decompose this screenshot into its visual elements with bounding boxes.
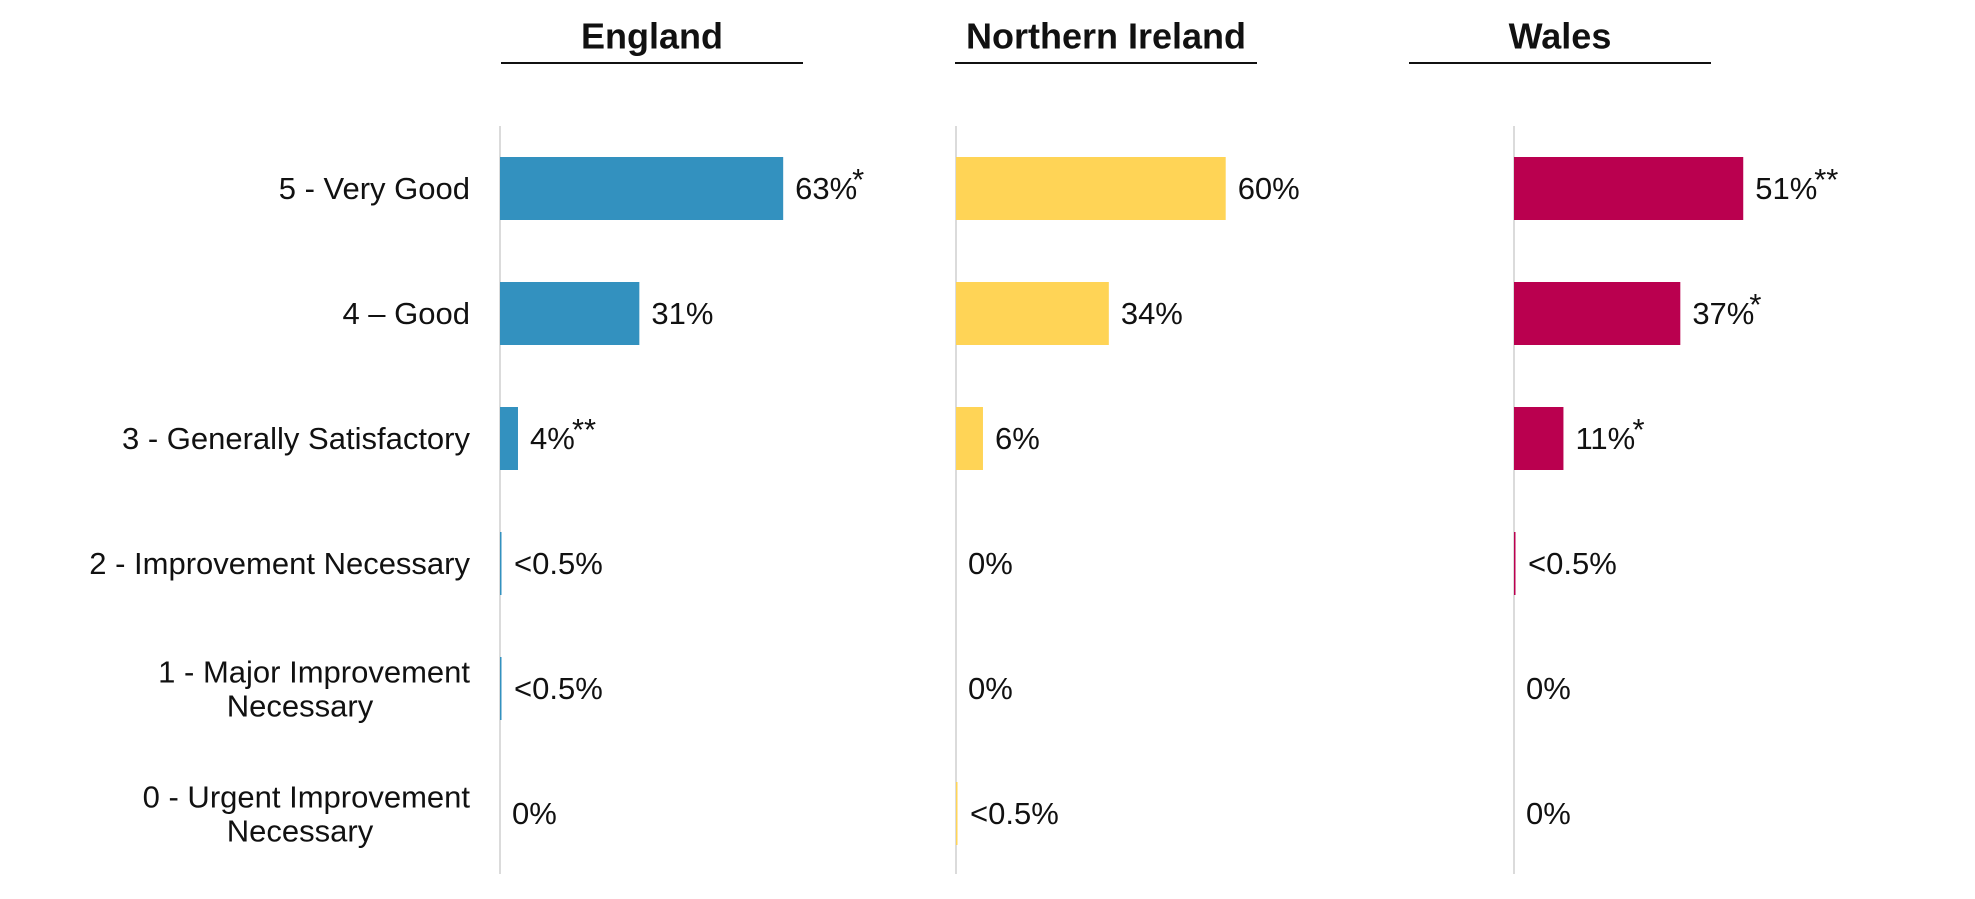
significance-mark-wales-4-good: * (1749, 287, 1761, 322)
category-label-line: Necessary (227, 688, 374, 723)
data-label-wales-0-urgent-improvement-necessary: 0% (1526, 796, 1571, 831)
data-label-wales-1-major-improvement-necessary: 0% (1526, 671, 1571, 706)
category-label-3-generally-satisfactory: 3 - Generally Satisfactory (122, 421, 471, 456)
category-label-line: 0 - Urgent Improvement (143, 779, 471, 814)
data-label-wales-5-very-good: 51% (1755, 171, 1817, 206)
bar-england-1-major-improvement-necessary (500, 657, 502, 720)
category-label-5-very-good: 5 - Very Good (279, 171, 470, 206)
data-label-england-3-generally-satisfactory: 4% (530, 421, 575, 456)
bar-northern-ireland-4-good (956, 282, 1109, 345)
data-label-england-4-good: 31% (651, 296, 713, 331)
category-label-4-good: 4 – Good (342, 296, 470, 331)
data-label-england-2-improvement-necessary: <0.5% (514, 546, 603, 581)
category-label-1-major-improvement-necessary: 1 - Major Improvement Necessary (158, 654, 470, 723)
bar-northern-ireland-0-urgent-improvement-necessary (956, 782, 958, 845)
data-label-england-0-urgent-improvement-necessary: 0% (512, 796, 557, 831)
bar-england-4-good (500, 282, 640, 345)
panel-title-wales: Wales (1509, 16, 1612, 57)
data-label-wales-2-improvement-necessary: <0.5% (1528, 546, 1617, 581)
category-label-line: Necessary (227, 813, 374, 848)
bar-northern-ireland-3-generally-satisfactory (956, 407, 983, 470)
data-label-northern-ireland-2-improvement-necessary: 0% (968, 546, 1013, 581)
bar-northern-ireland-5-very-good (956, 157, 1226, 220)
category-label-0-urgent-improvement-necessary: 0 - Urgent Improvement Necessary (143, 779, 471, 848)
data-label-northern-ireland-1-major-improvement-necessary: 0% (968, 671, 1013, 706)
bar-england-5-very-good (500, 157, 784, 220)
significance-mark-wales-5-very-good: ** (1814, 162, 1838, 197)
category-label-line: 1 - Major Improvement (158, 654, 470, 689)
bar-england-2-improvement-necessary (500, 532, 502, 595)
significance-mark-england-5-very-good: * (852, 162, 864, 197)
bar-wales-3-generally-satisfactory (1514, 407, 1564, 470)
data-label-northern-ireland-5-very-good: 60% (1238, 171, 1300, 206)
significance-mark-england-3-generally-satisfactory: ** (572, 412, 596, 447)
panel-title-northern-ireland: Northern Ireland (966, 16, 1246, 57)
data-label-england-5-very-good: 63% (795, 171, 857, 206)
bar-wales-5-very-good (1514, 157, 1744, 220)
panel-title-england: England (581, 16, 723, 57)
data-label-wales-3-generally-satisfactory: 11% (1575, 421, 1635, 456)
data-label-wales-4-good: 37% (1692, 296, 1754, 331)
bar-england-3-generally-satisfactory (500, 407, 518, 470)
data-label-northern-ireland-3-generally-satisfactory: 6% (995, 421, 1040, 456)
data-label-northern-ireland-4-good: 34% (1121, 296, 1183, 331)
bar-wales-4-good (1514, 282, 1681, 345)
bar-wales-2-improvement-necessary (1514, 532, 1516, 595)
data-label-england-1-major-improvement-necessary: <0.5% (514, 671, 603, 706)
significance-mark-wales-3-generally-satisfactory: * (1632, 412, 1644, 447)
data-label-northern-ireland-0-urgent-improvement-necessary: <0.5% (970, 796, 1059, 831)
category-label-2-improvement-necessary: 2 - Improvement Necessary (89, 546, 470, 581)
